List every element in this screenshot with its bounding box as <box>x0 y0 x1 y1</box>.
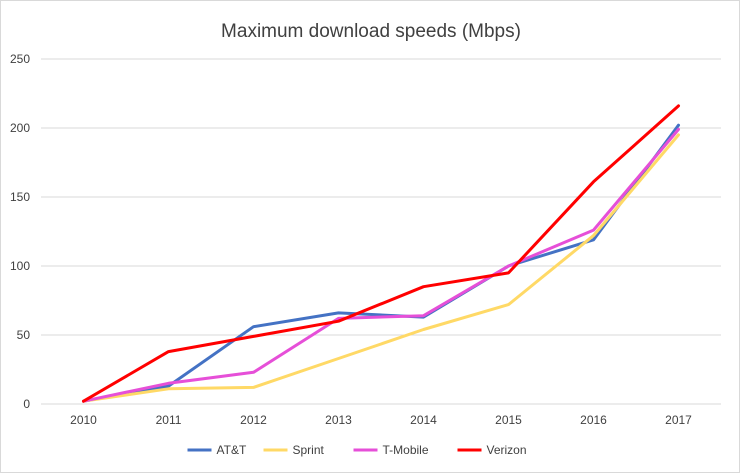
x-tick-label-2015: 2015 <box>495 413 522 427</box>
y-tick-label-150: 150 <box>10 190 30 204</box>
series-line-at-t <box>82 123 680 403</box>
x-axis-tick-labels: 2010 2011 2012 2013 2014 2015 2016 2017 <box>70 413 692 427</box>
legend-label-t-mobile: T-Mobile <box>383 443 429 457</box>
y-tick-label-200: 200 <box>10 121 30 135</box>
legend-label-at-t: AT&T <box>217 443 247 457</box>
y-tick-label-50: 50 <box>17 328 31 342</box>
y-tick-label-100: 100 <box>10 259 30 273</box>
x-tick-label-2010: 2010 <box>70 413 97 427</box>
x-tick-label-2016: 2016 <box>580 413 607 427</box>
y-axis-tick-labels: 0 50 100 150 200 250 <box>10 52 30 411</box>
x-tick-label-2013: 2013 <box>325 413 352 427</box>
x-tick-label-2014: 2014 <box>410 413 437 427</box>
y-tick-label-0: 0 <box>23 397 30 411</box>
legend-label-sprint: Sprint <box>293 443 325 457</box>
y-tick-label-250: 250 <box>10 52 30 66</box>
gridlines <box>41 58 721 405</box>
series-line-t-mobile <box>82 127 680 403</box>
legend: AT&T Sprint T-Mobile Verizon <box>187 443 527 457</box>
series-line-verizon <box>82 104 680 403</box>
series-line-sprint <box>82 133 680 403</box>
legend-label-verizon: Verizon <box>487 443 527 457</box>
x-tick-label-2012: 2012 <box>240 413 267 427</box>
series-lines <box>82 104 680 403</box>
chart-title: Maximum download speeds (Mbps) <box>221 21 521 42</box>
x-tick-label-2017: 2017 <box>665 413 692 427</box>
x-tick-label-2011: 2011 <box>156 413 182 427</box>
